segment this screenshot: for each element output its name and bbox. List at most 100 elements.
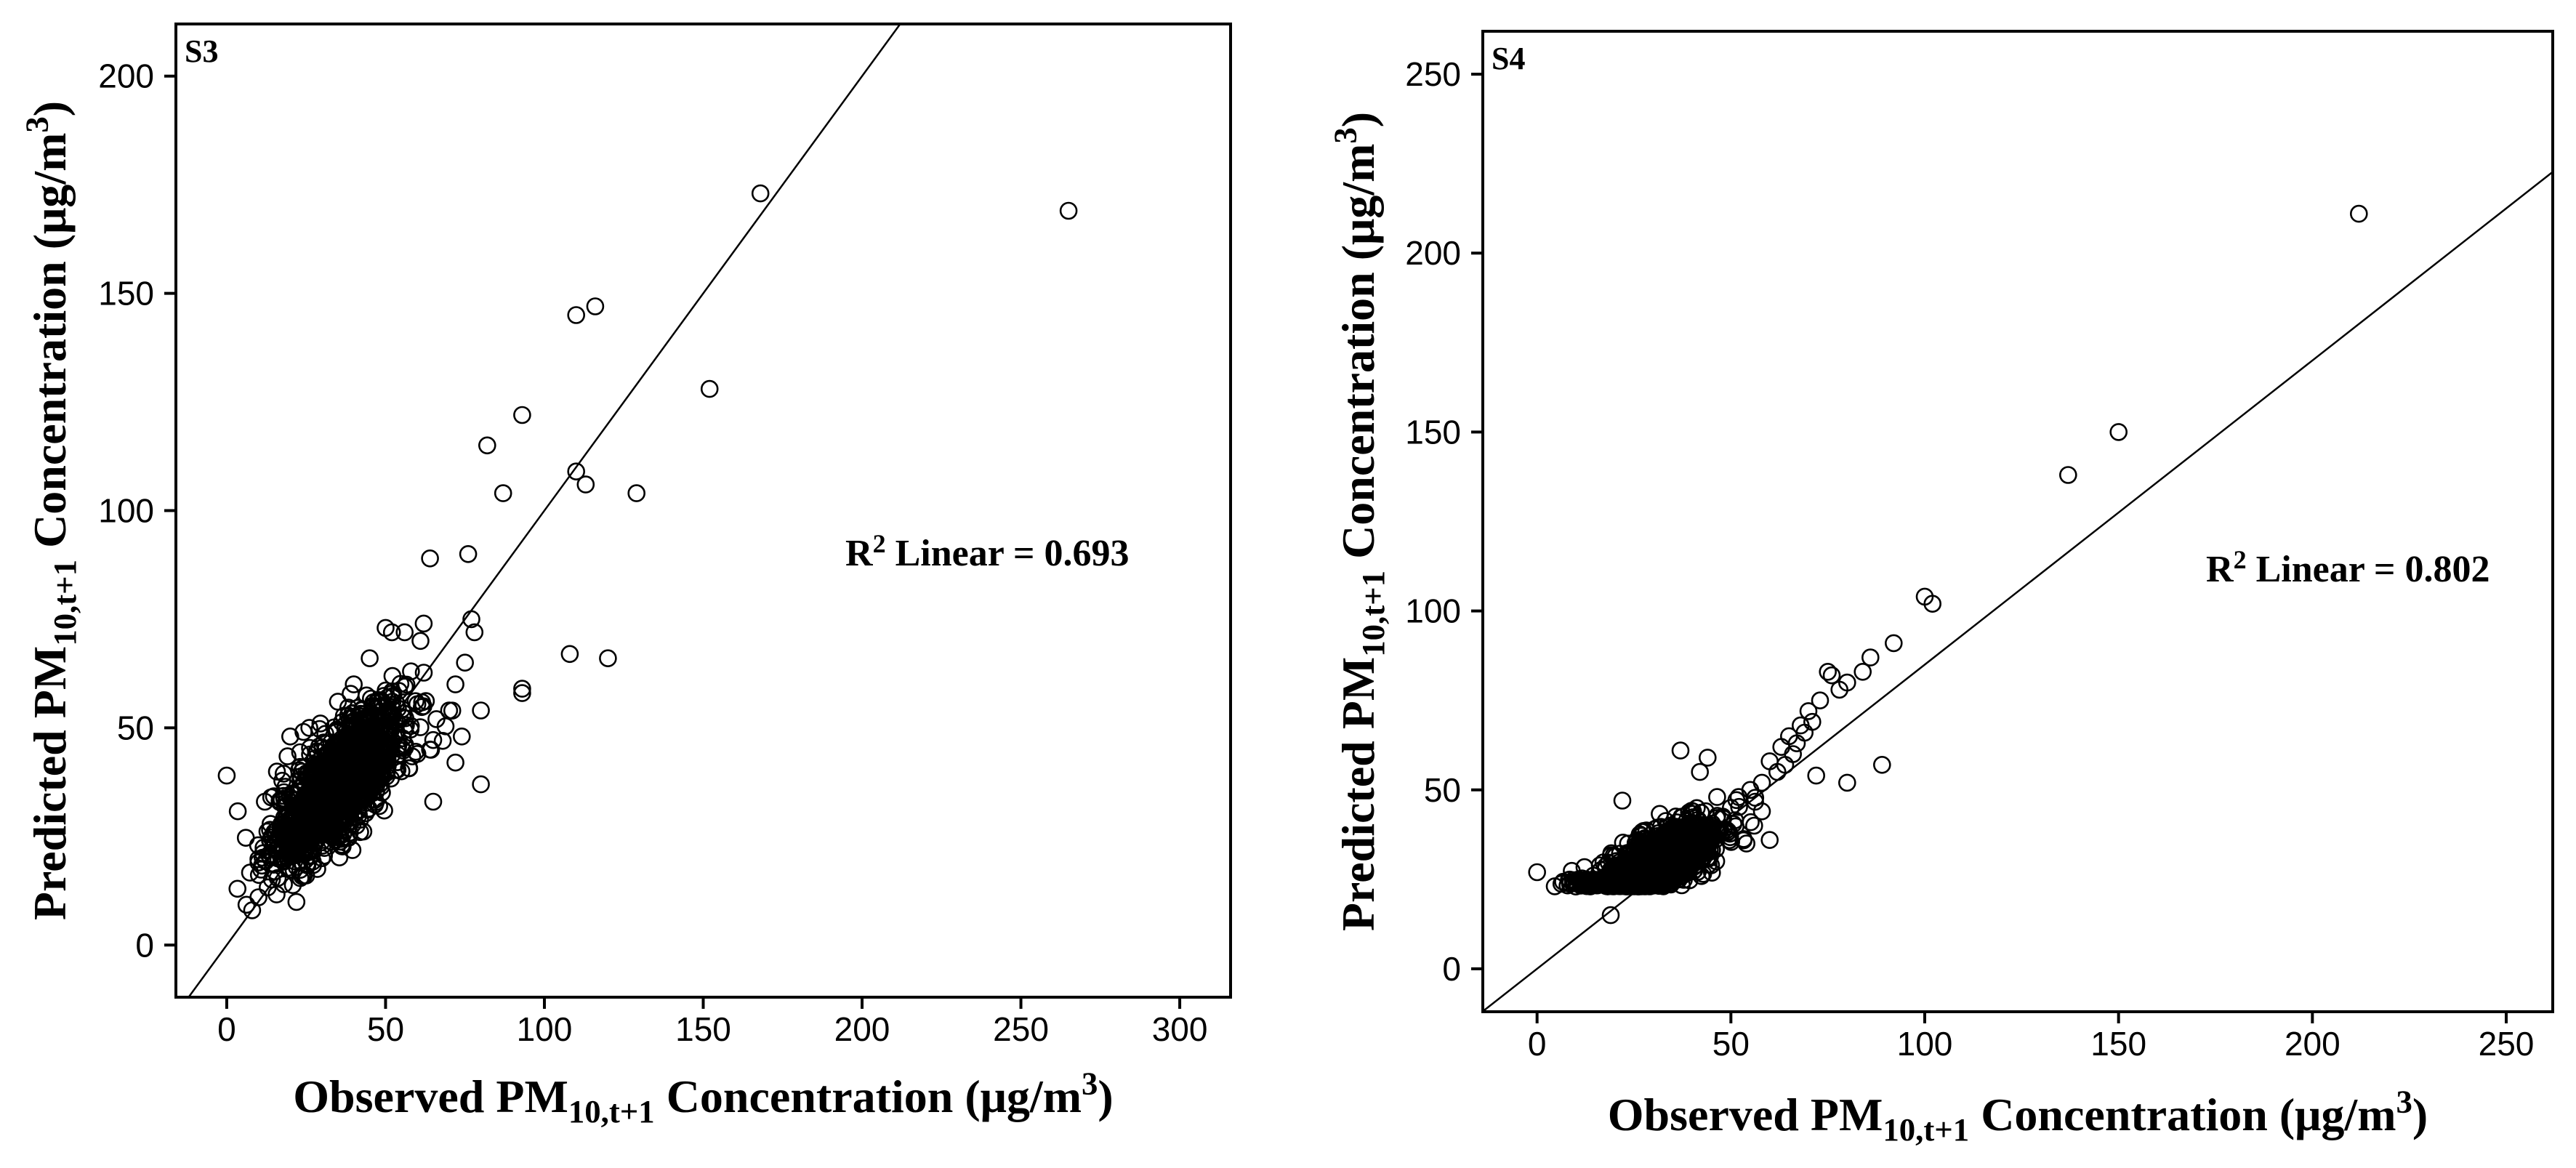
data-point: [446, 753, 464, 772]
data-point: [1776, 756, 1795, 774]
data-point: [1688, 799, 1706, 818]
x-tick-label: 150: [2090, 1025, 2146, 1063]
data-point: [287, 893, 306, 911]
data-point: [351, 823, 369, 842]
data-point: [344, 754, 363, 773]
data-point: [1671, 741, 1690, 760]
y-tick-label: 150: [1405, 413, 1461, 451]
data-point: [586, 297, 605, 315]
data-point: [1799, 702, 1818, 720]
y-tick-label: 50: [117, 709, 154, 746]
data-point: [342, 685, 360, 703]
data-point: [1707, 852, 1726, 871]
data-point: [412, 698, 431, 717]
data-point: [267, 762, 286, 781]
data-point: [278, 858, 297, 877]
y-tick-label: 100: [1405, 592, 1461, 630]
data-point: [1811, 691, 1830, 710]
data-point: [751, 184, 770, 203]
data-point: [283, 793, 302, 812]
data-point: [262, 788, 281, 807]
data-point: [1059, 201, 1078, 220]
x-axis-title: Observed PM10,t+1 Concentration (μg/m3): [293, 1066, 1113, 1129]
data-point: [363, 740, 382, 758]
data-point: [567, 306, 586, 324]
data-point: [472, 775, 490, 794]
data-point: [299, 831, 318, 849]
data-point: [367, 776, 386, 794]
data-point: [395, 623, 414, 642]
data-point: [401, 720, 420, 739]
data-point: [567, 462, 586, 481]
data-point: [249, 888, 267, 906]
data-point: [332, 730, 350, 749]
data-point: [1583, 871, 1602, 890]
data-point: [361, 709, 380, 728]
y-tick-label: 200: [1405, 234, 1461, 272]
panel-label: S4: [1492, 41, 1525, 76]
data-point: [1613, 792, 1632, 810]
data-point: [599, 649, 617, 668]
data-point: [1760, 831, 1779, 849]
data-point: [1675, 842, 1694, 860]
data-point: [1659, 831, 1677, 850]
data-point: [1694, 865, 1712, 883]
data-point: [1822, 666, 1841, 685]
data-point: [1566, 877, 1585, 895]
data-point: [424, 730, 443, 749]
y-axis-title: Predicted PM10,t+1 Concentration (μg/m3): [19, 101, 83, 920]
data-point: [700, 379, 719, 398]
x-tick-label: 250: [2479, 1025, 2535, 1063]
data-point: [1619, 869, 1637, 887]
data-point: [1679, 853, 1698, 871]
y-tick-label: 100: [98, 492, 154, 530]
data-point: [1807, 766, 1825, 785]
x-tick-label: 100: [517, 1010, 573, 1048]
x-tick-label: 150: [675, 1010, 731, 1048]
data-point: [315, 770, 334, 789]
panel-s3: 0 50 100 150 200 250 300 0 50 100 150 200 S3 R2 Linea…: [19, 23, 1232, 1129]
data-point: [1601, 906, 1620, 925]
data-point: [297, 841, 315, 859]
data-point: [576, 475, 595, 494]
data-point: [2059, 466, 2077, 484]
data-point: [361, 720, 380, 738]
panel-label: S3: [185, 33, 218, 69]
data-point: [387, 722, 406, 741]
data-point: [228, 802, 247, 821]
data-point: [2109, 423, 2128, 441]
panel-s4: 0 50 100 150 200 250 0 50 100 150 200 250 S4 R2 Linea…: [1327, 30, 2554, 1148]
data-point: [382, 712, 401, 731]
data-point: [268, 869, 287, 887]
data-point: [332, 837, 351, 855]
data-point: [1702, 816, 1720, 835]
data-point: [332, 829, 351, 848]
data-point: [627, 484, 646, 502]
data-point: [274, 765, 293, 783]
data-point: [421, 549, 439, 568]
data-point: [313, 849, 331, 867]
data-point: [472, 701, 490, 720]
y-tick-label: 50: [1424, 771, 1461, 809]
data-points: [1528, 204, 2368, 925]
data-point: [1803, 712, 1822, 731]
data-point: [1772, 738, 1790, 756]
y-tick-label: 150: [98, 275, 154, 313]
data-point: [326, 746, 344, 765]
x-tick-label: 0: [1528, 1025, 1547, 1063]
data-point: [329, 804, 347, 823]
data-point: [478, 436, 496, 455]
data-point: [513, 406, 531, 424]
data-point: [1729, 788, 1748, 806]
data-point: [349, 725, 368, 744]
data-point: [1708, 788, 1726, 806]
data-point: [1627, 863, 1646, 882]
data-point: [1923, 595, 1941, 613]
data-point: [1651, 852, 1670, 871]
data-point: [1673, 807, 1692, 826]
y-tick-label: 250: [1405, 55, 1461, 93]
data-point: [1631, 841, 1649, 859]
x-tick-label: 50: [367, 1010, 404, 1048]
data-point: [433, 731, 452, 750]
data-point: [408, 745, 427, 763]
